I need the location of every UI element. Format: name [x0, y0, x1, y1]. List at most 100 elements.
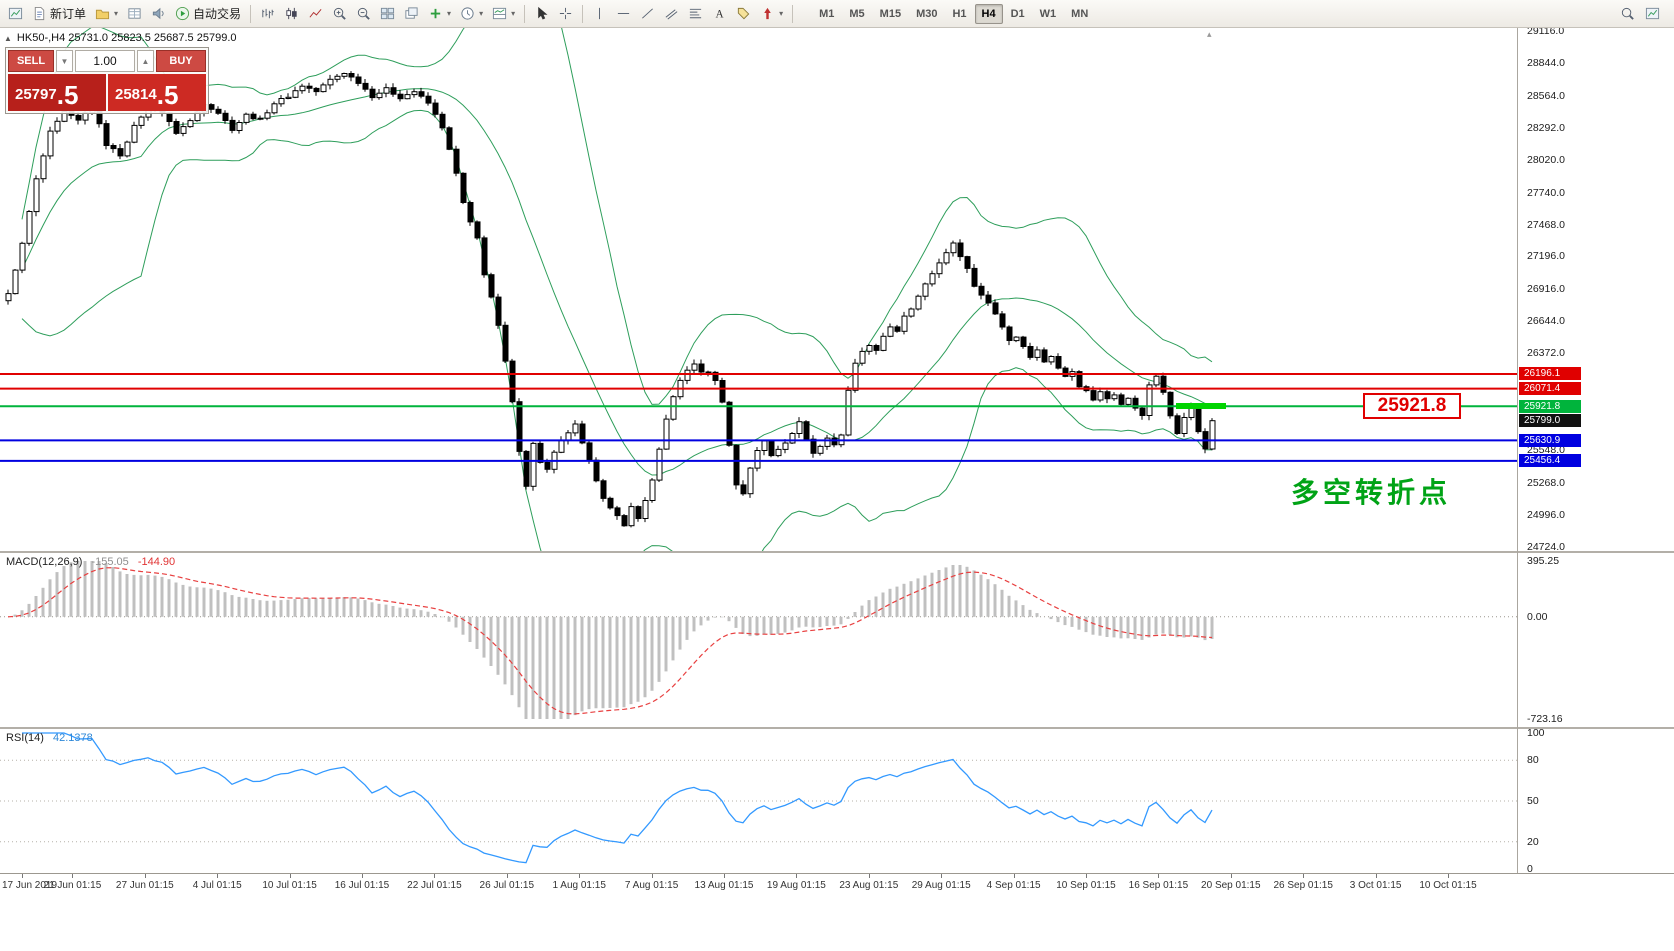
volume-input[interactable] — [75, 50, 135, 72]
alerts-button[interactable] — [147, 2, 170, 25]
label-tool[interactable] — [732, 2, 755, 25]
rsi-panel[interactable] — [0, 729, 1517, 873]
timeframe-M1[interactable]: M1 — [812, 4, 841, 24]
trendline-tool[interactable] — [636, 2, 659, 25]
timeframe-D1[interactable]: D1 — [1004, 4, 1032, 24]
macd-tick-label: 0.00 — [1527, 610, 1548, 623]
price-axis-border — [1517, 28, 1518, 873]
arrows-dropdown[interactable]: ▾ — [756, 2, 787, 25]
time-axis-label: 10 Oct 01:15 — [1419, 880, 1477, 891]
text-tool[interactable] — [708, 2, 731, 25]
main-toolbar: 新订单 ▾ 自动交易 ▾ ▾ ▾ ▾ M1 M5 M15 M30 H1 H4 D1 W1 MN — [0, 0, 1674, 28]
new-order-icon — [32, 6, 47, 21]
price-tick-label: 26372.0 — [1527, 347, 1565, 360]
bar-chart-button[interactable] — [256, 2, 279, 25]
table-icon — [127, 6, 142, 21]
macd-panel[interactable] — [0, 553, 1517, 727]
buy-button[interactable]: BUY — [156, 50, 206, 72]
zoom-in-button[interactable] — [328, 2, 351, 25]
time-axis-tick — [22, 874, 23, 878]
template-chart-icon — [492, 6, 507, 21]
volume-decrease-button[interactable]: ▼ — [56, 50, 73, 72]
tile-windows-button[interactable] — [376, 2, 399, 25]
collapse-trade-panel-icon[interactable]: ▲ — [4, 33, 12, 43]
time-axis-tick — [362, 874, 363, 878]
macd-tick-label: -723.16 — [1527, 713, 1563, 725]
speaker-icon — [151, 6, 166, 21]
timeframe-W1[interactable]: W1 — [1033, 4, 1064, 24]
candlestick-chart-button[interactable] — [280, 2, 303, 25]
cursor-icon — [534, 6, 549, 21]
volume-increase-button[interactable]: ▲ — [137, 50, 154, 72]
new-chart-button[interactable] — [1641, 2, 1664, 25]
cascade-windows-button[interactable] — [400, 2, 423, 25]
price-chart[interactable] — [0, 28, 1517, 551]
time-axis-label: 16 Sep 01:15 — [1128, 880, 1189, 891]
pivot-highlight-segment[interactable] — [1176, 403, 1226, 410]
price-callout[interactable]: 25921.8 — [1363, 393, 1461, 420]
rsi-label: RSI(14) — [6, 732, 44, 744]
timeframe-MN[interactable]: MN — [1064, 4, 1095, 24]
channel-tool[interactable] — [660, 2, 683, 25]
tile-windows-icon — [380, 6, 395, 21]
timeframe-M5[interactable]: M5 — [842, 4, 871, 24]
price-tick-label: 27740.0 — [1527, 186, 1565, 199]
time-axis-label: 10 Jul 01:15 — [262, 880, 317, 891]
cursor-tool-button[interactable] — [530, 2, 553, 25]
search-button[interactable] — [1616, 2, 1639, 25]
new-chart-icon — [1645, 6, 1660, 21]
chart-shift-marker-icon[interactable]: ▴ — [1207, 29, 1212, 39]
price-level-badge: 26196.1 — [1519, 367, 1581, 381]
zoom-in-icon — [332, 6, 347, 21]
annotation-text[interactable]: 多空转折点 — [1291, 477, 1452, 508]
new-order-button[interactable]: 新订单 — [28, 2, 90, 25]
indicators-dropdown[interactable]: ▾ — [424, 2, 455, 25]
panel-splitter[interactable] — [0, 727, 1674, 729]
toolbar-right-group — [1616, 2, 1670, 25]
time-axis-label: 29 Aug 01:15 — [911, 880, 971, 891]
macd-value: -155.05 — [91, 556, 129, 568]
time-axis-tick — [217, 874, 219, 878]
rsi-axis: 100 80 50 20 0 — [1518, 727, 1674, 875]
timeframe-H4[interactable]: H4 — [974, 3, 1003, 24]
fibonacci-tool[interactable] — [684, 2, 707, 25]
text-icon — [712, 6, 727, 21]
time-axis-tick — [651, 874, 653, 878]
chart-header: ▲ HK50-,H4 25731.0 25823.5 25687.5 25799… — [4, 32, 237, 44]
sell-button[interactable]: SELL — [8, 50, 54, 72]
time-axis-label: 20 Sep 01:15 — [1201, 880, 1261, 891]
zoom-out-button[interactable] — [352, 2, 375, 25]
price-tick-label: 24724.0 — [1527, 541, 1565, 553]
time-axis-tick — [1158, 874, 1160, 878]
chart-window-icon — [8, 6, 23, 21]
horizontal-line-tool[interactable] — [612, 2, 635, 25]
timeframe-M15[interactable]: M15 — [873, 4, 908, 24]
timeframe-H1[interactable]: H1 — [945, 4, 973, 24]
time-axis[interactable]: 17 Jun 2019 21 Jun 01:15 27 Jun 01:15 4 Jul… — [0, 874, 1674, 900]
new-order-label: 新订单 — [50, 7, 87, 21]
market-watch-button[interactable] — [123, 2, 146, 25]
vertical-line-icon — [592, 6, 607, 21]
buy-price-main: 25814 — [115, 86, 157, 103]
sell-price[interactable]: 25797.5 — [8, 74, 106, 111]
line-chart-button[interactable] — [304, 2, 327, 25]
buy-price[interactable]: 25814.5 — [108, 74, 206, 111]
periods-dropdown[interactable]: ▾ — [456, 2, 487, 25]
profiles-button[interactable]: ▾ — [91, 2, 122, 25]
templates-dropdown[interactable]: ▾ — [488, 2, 519, 25]
time-axis-tick — [1375, 874, 1377, 878]
charts-window-button[interactable] — [4, 2, 27, 25]
time-axis-tick — [1013, 874, 1015, 878]
chevron-down-icon: ▾ — [447, 9, 452, 18]
trendline-icon — [640, 6, 655, 21]
timeframe-M30[interactable]: M30 — [909, 4, 944, 24]
crosshair-tool-button[interactable] — [554, 2, 577, 25]
price-level-badge: 25456.4 — [1519, 454, 1581, 468]
arrow-marker-icon — [760, 6, 775, 21]
panel-splitter[interactable] — [0, 551, 1674, 553]
vertical-line-tool[interactable] — [588, 2, 611, 25]
time-axis-label: 4 Jul 01:15 — [192, 880, 242, 891]
chevron-down-icon: ▾ — [779, 9, 784, 18]
rsi-tick-label: 80 — [1527, 754, 1539, 767]
autotrade-button[interactable]: 自动交易 — [171, 2, 245, 25]
